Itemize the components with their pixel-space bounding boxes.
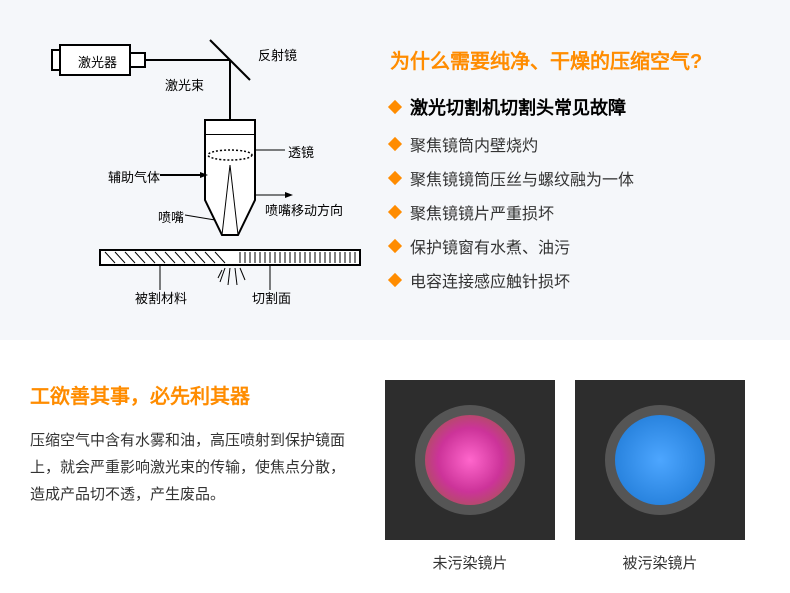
lens-clean-image (385, 380, 555, 540)
sub-heading-text: 激光切割机切割头常见故障 (410, 94, 626, 120)
proverb-title: 工欲善其事，必先利其器 (30, 380, 350, 409)
fault-text: 聚焦镜筒内壁烧灼 (410, 132, 538, 156)
description-text: 压缩空气中含有水雾和油，高压喷射到保护镜面上，就会严重影响激光束的传输，使焦点分… (30, 427, 350, 508)
lens-dirty-image (575, 380, 745, 540)
diamond-icon (388, 273, 402, 287)
lens-images: 未污染镜片 被污染镜片 (370, 380, 760, 573)
fault-item: 保护镜窗有水煮、油污 (390, 234, 760, 258)
lens-clean-circle (415, 405, 525, 515)
label-mirror: 反射镜 (258, 45, 297, 64)
laser-diagram: 激光器 激光束 反射镜 透镜 辅助气体 喷嘴移动方向 喷嘴 被割材料 切割面 (30, 20, 370, 310)
fault-text: 电容连接感应触针损坏 (410, 268, 570, 292)
fault-list: 聚焦镜筒内壁烧灼 聚焦镜镜筒压丝与螺纹融为一体 聚焦镜镜片严重损坏 保护镜窗有水… (390, 132, 760, 292)
lens-dirty-circle (605, 405, 715, 515)
fault-text: 聚焦镜镜筒压丝与螺纹融为一体 (410, 166, 634, 190)
fault-text: 聚焦镜镜片严重损坏 (410, 200, 554, 224)
diamond-icon (388, 100, 402, 114)
label-nozzle: 喷嘴 (158, 207, 184, 226)
fault-item: 聚焦镜镜片严重损坏 (390, 200, 760, 224)
diamond-icon (388, 205, 402, 219)
lens-clean-caption: 未污染镜片 (385, 552, 555, 573)
label-material: 被割材料 (135, 288, 187, 307)
diamond-icon (388, 137, 402, 151)
label-nozzle-direction: 喷嘴移动方向 (265, 200, 343, 219)
bottom-section: 工欲善其事，必先利其器 压缩空气中含有水雾和油，高压喷射到保护镜面上，就会严重影… (0, 340, 790, 593)
label-assist-gas: 辅助气体 (108, 167, 160, 186)
sub-heading: 激光切割机切割头常见故障 (390, 94, 760, 120)
lens-clean-box: 未污染镜片 (385, 380, 555, 573)
label-laser-beam: 激光束 (165, 75, 204, 94)
lens-dirty-box: 被污染镜片 (575, 380, 745, 573)
left-text-block: 工欲善其事，必先利其器 压缩空气中含有水雾和油，高压喷射到保护镜面上，就会严重影… (30, 380, 370, 573)
right-panel: 为什么需要纯净、干燥的压缩空气? 激光切割机切割头常见故障 聚焦镜筒内壁烧灼 聚… (370, 20, 760, 310)
main-title: 为什么需要纯净、干燥的压缩空气? (390, 45, 760, 74)
top-section: 激光器 激光束 反射镜 透镜 辅助气体 喷嘴移动方向 喷嘴 被割材料 切割面 为… (0, 0, 790, 340)
label-laser-source: 激光器 (78, 52, 117, 71)
fault-item: 聚焦镜筒内壁烧灼 (390, 132, 760, 156)
label-lens: 透镜 (288, 142, 314, 161)
fault-item: 聚焦镜镜筒压丝与螺纹融为一体 (390, 166, 760, 190)
fault-item: 电容连接感应触针损坏 (390, 268, 760, 292)
diamond-icon (388, 239, 402, 253)
fault-text: 保护镜窗有水煮、油污 (410, 234, 570, 258)
label-cut-surface: 切割面 (252, 288, 291, 307)
diamond-icon (388, 171, 402, 185)
lens-dirty-caption: 被污染镜片 (575, 552, 745, 573)
